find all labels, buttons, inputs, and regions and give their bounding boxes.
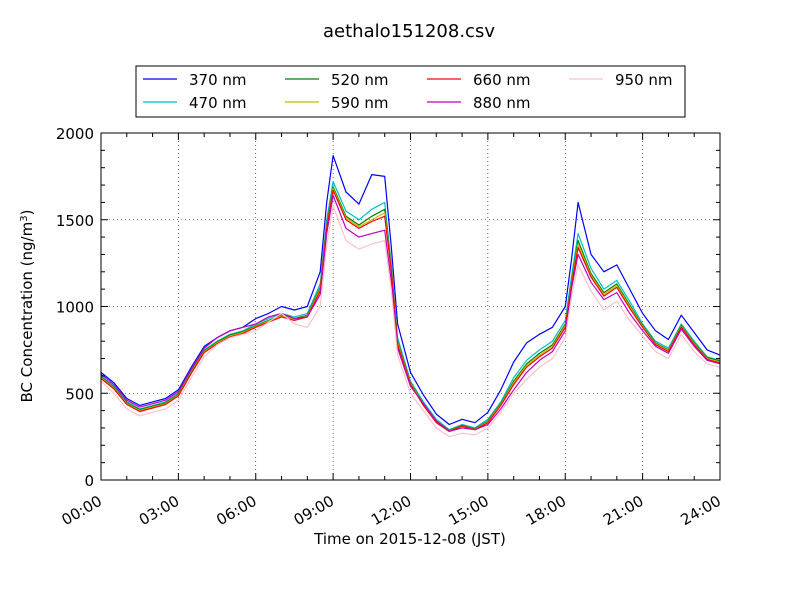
legend-label: 370 nm	[189, 71, 247, 89]
y-tick-label: 0	[84, 472, 94, 490]
y-tick-label: 1000	[56, 299, 94, 317]
legend-label: 470 nm	[189, 94, 247, 112]
x-tick-label: 00:00	[59, 492, 105, 529]
series-lines	[100, 155, 721, 438]
y-tick-labels: 0 500 1000 1500 2000	[56, 125, 94, 490]
legend-label: 660 nm	[473, 71, 531, 89]
x-tick-label: 03:00	[136, 492, 182, 529]
y-tick-label: 2000	[56, 125, 94, 143]
series-line-470-nm	[100, 181, 721, 431]
legend-label: 880 nm	[473, 94, 531, 112]
y-tick-label: 1500	[56, 212, 94, 230]
x-tick-label: 18:00	[523, 492, 569, 529]
axis-ticks	[100, 132, 721, 481]
x-tick-label: 15:00	[445, 492, 491, 529]
x-tick-label: 24:00	[678, 492, 724, 529]
series-line-950-nm	[100, 205, 721, 438]
legend: 370 nm 470 nm 520 nm 590 nm 660 nm 880 nm 950 …	[135, 65, 686, 118]
legend-label: 950 nm	[615, 71, 673, 89]
series-line-660-nm	[100, 189, 721, 432]
x-tick-label: 12:00	[368, 492, 414, 529]
x-tick-labels: 00:00 03:00 06:00 09:00 12:00 15:00 18:00 21:00…	[59, 492, 724, 529]
x-tick-label: 09:00	[291, 492, 337, 529]
y-axis-label-superscript: 3	[19, 215, 30, 221]
grid-lines	[101, 133, 720, 480]
y-axis-label-end: )	[18, 210, 36, 216]
legend-label: 520 nm	[331, 71, 389, 89]
y-axis-label-main: BC Concentration (ng/m	[18, 222, 36, 403]
x-axis-label: Time on 2015-12-08 (JST)	[313, 530, 506, 548]
chart-title: aethalo151208.csv	[323, 21, 495, 42]
series-line-880-nm	[100, 194, 721, 432]
y-tick-label: 500	[65, 385, 94, 403]
y-axis-label: BC Concentration (ng/m3)	[18, 210, 36, 403]
legend-box	[135, 65, 686, 118]
series-line-370-nm	[100, 155, 721, 426]
x-tick-label: 21:00	[600, 492, 646, 529]
legend-label: 590 nm	[331, 94, 389, 112]
x-tick-label: 06:00	[213, 492, 259, 529]
